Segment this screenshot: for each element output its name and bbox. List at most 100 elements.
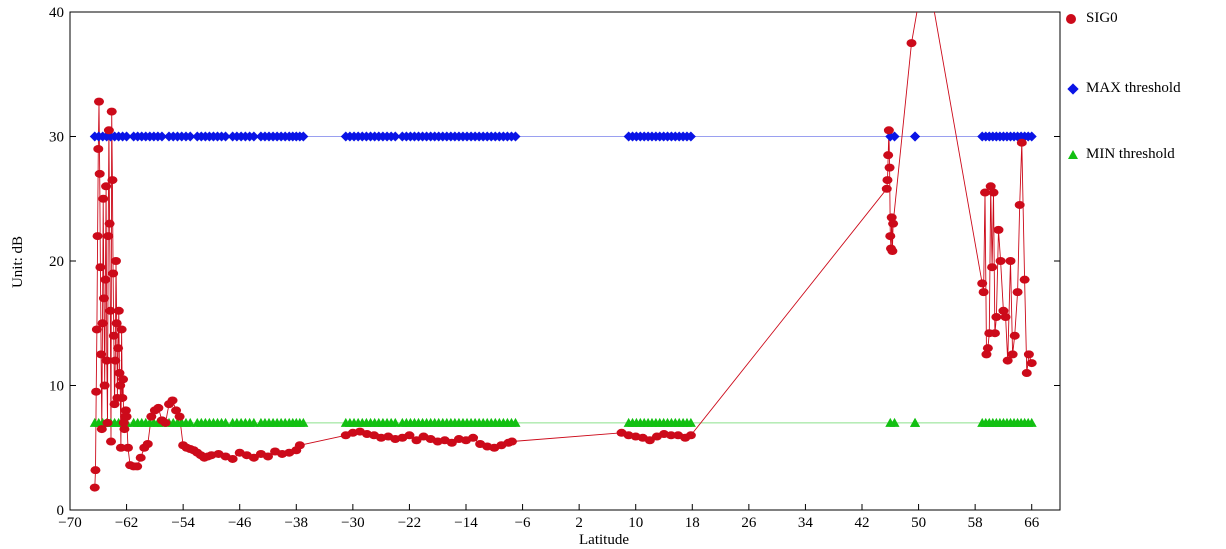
- sig0-point: [1007, 350, 1018, 359]
- sig0-point: [883, 151, 894, 160]
- sig0-point: [97, 319, 108, 328]
- x-tick-label: −38: [285, 515, 308, 531]
- x-tick-label: 2: [575, 515, 583, 531]
- sig0-point: [153, 403, 164, 412]
- legend-diamond-marker: [1066, 82, 1080, 95]
- legend-item-min-threshold: MIN threshold: [1066, 146, 1175, 163]
- y-tick-label: 10: [49, 379, 64, 395]
- legend-item-max-threshold: MAX threshold: [1066, 80, 1181, 97]
- max-threshold-marker: [685, 131, 696, 142]
- sig0-point: [1026, 359, 1037, 368]
- sig0-point: [146, 412, 157, 421]
- max-threshold-marker: [298, 131, 309, 142]
- sig0-point: [93, 97, 104, 106]
- x-tick-label: −54: [171, 515, 195, 531]
- min-threshold-marker: [889, 417, 900, 427]
- x-tick-label: −6: [515, 515, 531, 531]
- sig0-point: [998, 306, 1009, 315]
- sig0-point: [121, 412, 132, 421]
- sig0-point: [114, 369, 125, 378]
- sig0-point: [108, 331, 119, 340]
- y-tick-label: 30: [49, 130, 64, 146]
- sig0-point: [666, 431, 677, 440]
- max-threshold-marker: [156, 131, 167, 142]
- sig0-point: [89, 483, 100, 492]
- sig0-point: [119, 425, 130, 434]
- sig0-point: [116, 325, 127, 334]
- sig0-point: [404, 431, 415, 440]
- sig0-point: [995, 257, 1006, 265]
- sig0-point: [885, 232, 896, 241]
- y-tick-label: 40: [49, 5, 64, 21]
- sig0-point: [110, 356, 121, 365]
- x-tick-label: 10: [628, 515, 643, 531]
- sig0-point: [468, 433, 479, 442]
- sig0-point: [118, 375, 129, 384]
- plot-border: [69, 11, 1061, 511]
- legend-label-min-threshold: MIN threshold: [1086, 146, 1175, 162]
- sig0-point: [881, 184, 892, 193]
- sig0-point: [171, 406, 182, 415]
- sig0-point: [91, 325, 102, 334]
- min-threshold-markers: [89, 417, 1037, 427]
- max-threshold-marker: [220, 131, 231, 142]
- sig0-point: [103, 126, 114, 135]
- sig0-point: [93, 144, 104, 153]
- x-tick-label: −14: [454, 515, 478, 531]
- max-threshold-marker: [121, 131, 132, 142]
- min-threshold-marker: [685, 417, 696, 427]
- sig0-point: [95, 263, 106, 272]
- legend-item-sig0: SIG0: [1066, 10, 1118, 27]
- x-tick-label: −30: [341, 515, 364, 531]
- legend-label-sig0: SIG0: [1086, 10, 1118, 26]
- x-tick-label: −70: [58, 515, 81, 531]
- sig0-point: [506, 437, 517, 446]
- sig0-point: [1021, 369, 1032, 378]
- min-threshold-marker: [298, 417, 309, 427]
- sig0-point: [120, 406, 131, 415]
- min-threshold-marker: [910, 417, 921, 427]
- axis-ticks: −70 −62 −54 −46 −38 −30 −22 −14 −6 2 10 18 26 34 42 50 5…: [49, 5, 1060, 531]
- sig0-point: [101, 356, 112, 365]
- sig0-point: [104, 219, 115, 228]
- sig0-point: [132, 462, 143, 471]
- sig0-point: [167, 396, 178, 405]
- x-tick-label: 34: [798, 515, 814, 531]
- sig0-point: [113, 344, 124, 353]
- max-threshold-marker: [390, 131, 401, 142]
- sig0-point: [110, 257, 121, 265]
- sig0-point: [1005, 257, 1016, 265]
- sig0-point: [981, 350, 992, 359]
- max-threshold-marker: [248, 131, 259, 142]
- sig0-point: [887, 247, 898, 256]
- x-tick-label: 66: [1024, 515, 1040, 531]
- y-tick-label: 0: [57, 503, 65, 519]
- sig0-point: [987, 263, 998, 272]
- min-threshold-marker: [220, 417, 231, 427]
- sig0-point: [92, 232, 103, 241]
- min-threshold-marker: [1026, 417, 1037, 427]
- sig0-point: [98, 294, 109, 303]
- sig0-point: [111, 319, 122, 328]
- sig0-point: [115, 443, 126, 452]
- x-tick-label: 18: [685, 515, 700, 531]
- sig0-point: [103, 232, 114, 241]
- sig0-point: [105, 306, 116, 315]
- x-tick-label: −62: [115, 515, 138, 531]
- sig0-point: [227, 454, 238, 463]
- max-threshold-marker: [1026, 131, 1037, 142]
- sig0-point: [977, 279, 988, 288]
- sig0-point: [1000, 313, 1011, 322]
- x-tick-label: 58: [968, 515, 983, 531]
- min-threshold-marker: [510, 417, 521, 427]
- sig0-point: [1023, 350, 1034, 359]
- x-tick-label: −46: [228, 515, 252, 531]
- sig0-point: [142, 440, 153, 449]
- sig0-point: [982, 344, 993, 353]
- sig0-point: [1014, 200, 1025, 209]
- sig0-point: [886, 213, 897, 222]
- x-tick-label: 50: [911, 515, 926, 531]
- sig0-point: [96, 425, 107, 434]
- sig0-point: [446, 438, 457, 447]
- min-threshold-marker: [248, 417, 259, 427]
